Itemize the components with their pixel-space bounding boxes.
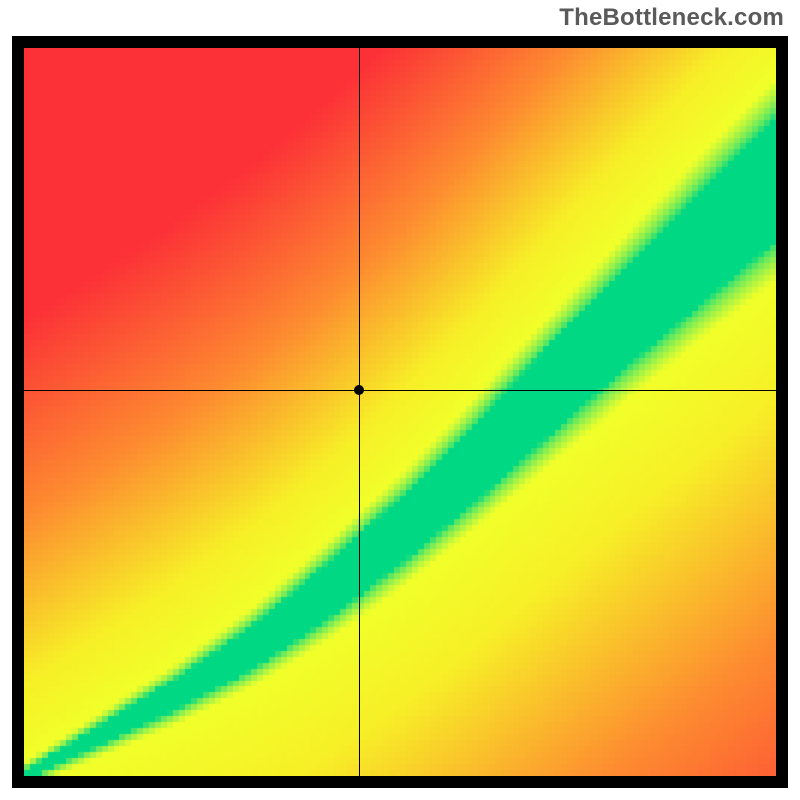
chart-frame [12,36,788,788]
crosshair-marker [354,385,364,395]
crosshair-horizontal [24,390,776,391]
attribution-text: TheBottleneck.com [559,4,784,32]
bottleneck-heatmap [24,48,776,776]
crosshair-vertical [359,48,360,776]
plot-area [24,48,776,776]
